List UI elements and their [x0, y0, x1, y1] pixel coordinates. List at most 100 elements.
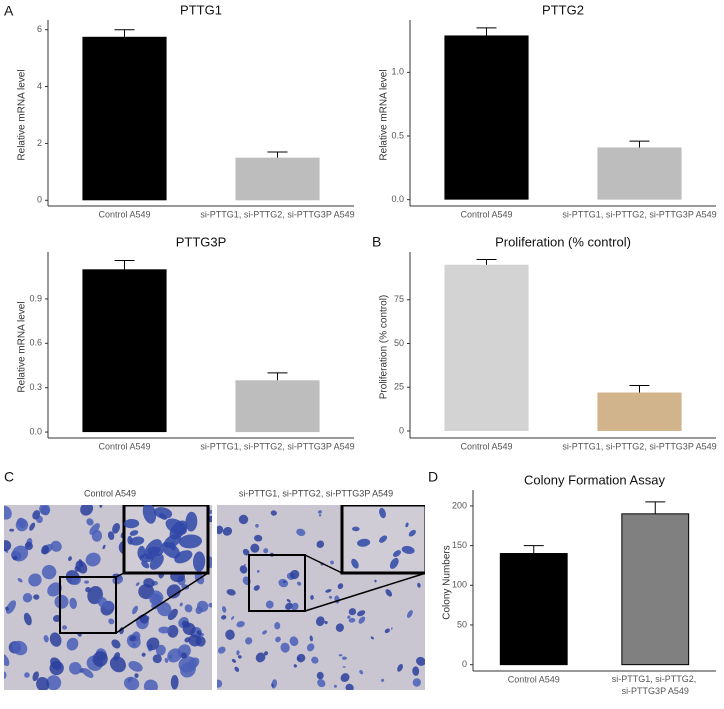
cell: [182, 622, 196, 636]
cell: [167, 624, 179, 638]
bar: [444, 264, 529, 431]
cell: [66, 637, 79, 651]
y-tick-label: 75: [394, 294, 404, 304]
cell: [325, 589, 332, 593]
error-bar: [629, 140, 650, 148]
micrograph: [4, 505, 212, 690]
cell: [153, 507, 173, 519]
cell: [293, 664, 297, 668]
cell: [74, 565, 81, 572]
cell: [417, 582, 421, 588]
chart: PTTG1 Relative mRNA level 0 2 4 6 Control A549…: [17, 2, 355, 219]
cell: [166, 584, 181, 599]
y-tick-label: 1.0: [391, 67, 404, 77]
cell: [274, 622, 281, 630]
zoom-line: [304, 572, 425, 612]
cell: [271, 683, 274, 688]
cell: [289, 569, 300, 580]
cell: [408, 529, 416, 537]
y-tick-label: 200: [452, 500, 467, 510]
zoom-source: [248, 554, 306, 612]
cell: [97, 597, 108, 608]
cell: [311, 656, 319, 664]
x-tick-label: si-PTTG1, si-PTTG2, si-PTTG3P A549: [612, 674, 699, 696]
cell: [352, 526, 360, 532]
chart: PTTG2 Relative mRNA level 0.0 0.5 1.0 Control…: [379, 2, 717, 219]
cell: [36, 676, 50, 690]
y-axis-label: Relative mRNA level: [17, 69, 28, 160]
cell: [24, 672, 30, 678]
cell: [330, 560, 334, 565]
cell: [102, 544, 106, 550]
cell: [328, 595, 333, 599]
cell: [132, 605, 139, 615]
cell: [161, 541, 181, 559]
cell: [128, 660, 143, 672]
cell: [265, 600, 274, 609]
y-tick-label: 0: [37, 195, 42, 205]
error-bar: [267, 151, 288, 158]
cell: [217, 525, 224, 535]
cell: [43, 635, 49, 643]
cell: [12, 640, 28, 656]
cell: [159, 513, 167, 520]
cell: [379, 507, 386, 519]
cell: [12, 555, 18, 561]
y-axis-label: Colony Numbers: [442, 545, 453, 619]
cell: [318, 514, 322, 517]
cell: [168, 654, 173, 660]
bar: [597, 147, 682, 200]
y-axis-label: Relative mRNA level: [17, 301, 28, 392]
cell: [236, 621, 245, 628]
cell: [164, 657, 169, 663]
cell: [188, 634, 202, 647]
cell: [255, 652, 266, 663]
x-tick-label: Control A549: [98, 209, 150, 219]
chart: Proliferation (% control) Proliferation (…: [379, 234, 717, 451]
cell: [315, 616, 325, 627]
panel-label: D: [428, 469, 438, 485]
cell: [188, 657, 200, 669]
cell: [23, 612, 32, 626]
cell: [28, 573, 42, 587]
bar: [499, 553, 568, 666]
cell: [231, 658, 236, 663]
cell: [296, 528, 306, 537]
cell: [32, 671, 39, 682]
cell: [289, 636, 299, 647]
cell: [24, 541, 33, 551]
error-bar: [523, 545, 544, 554]
error-bar: [114, 29, 135, 37]
cell: [89, 523, 100, 535]
cell: [234, 666, 240, 672]
error-bar: [267, 372, 288, 381]
cell: [217, 679, 223, 688]
cell: [237, 655, 242, 659]
cell: [239, 565, 248, 574]
cell: [50, 540, 62, 552]
cell: [381, 678, 385, 682]
y-tick-label: 4: [37, 81, 42, 91]
cell: [250, 543, 260, 553]
cell: [379, 535, 388, 543]
cell: [264, 651, 269, 656]
cell: [129, 530, 139, 536]
cell: [243, 564, 246, 567]
cell: [181, 584, 190, 590]
x-tick-label: si-PTTG1, si-PTTG2, si-PTTG3P A549: [562, 209, 716, 219]
micrograph: [217, 505, 425, 690]
cell: [317, 679, 326, 688]
cell: [68, 556, 72, 561]
y-tick-label: 100: [452, 580, 467, 590]
cell: [208, 602, 212, 608]
cell: [416, 656, 425, 666]
cell: [245, 637, 253, 645]
cell: [412, 666, 420, 676]
y-tick-label: 0.0: [391, 194, 404, 204]
cell: [333, 684, 337, 688]
x-tick-label: Control A549: [460, 441, 512, 451]
cell: [178, 534, 203, 549]
cell: [84, 580, 89, 584]
cell: [69, 661, 82, 675]
error-bar: [476, 27, 497, 36]
